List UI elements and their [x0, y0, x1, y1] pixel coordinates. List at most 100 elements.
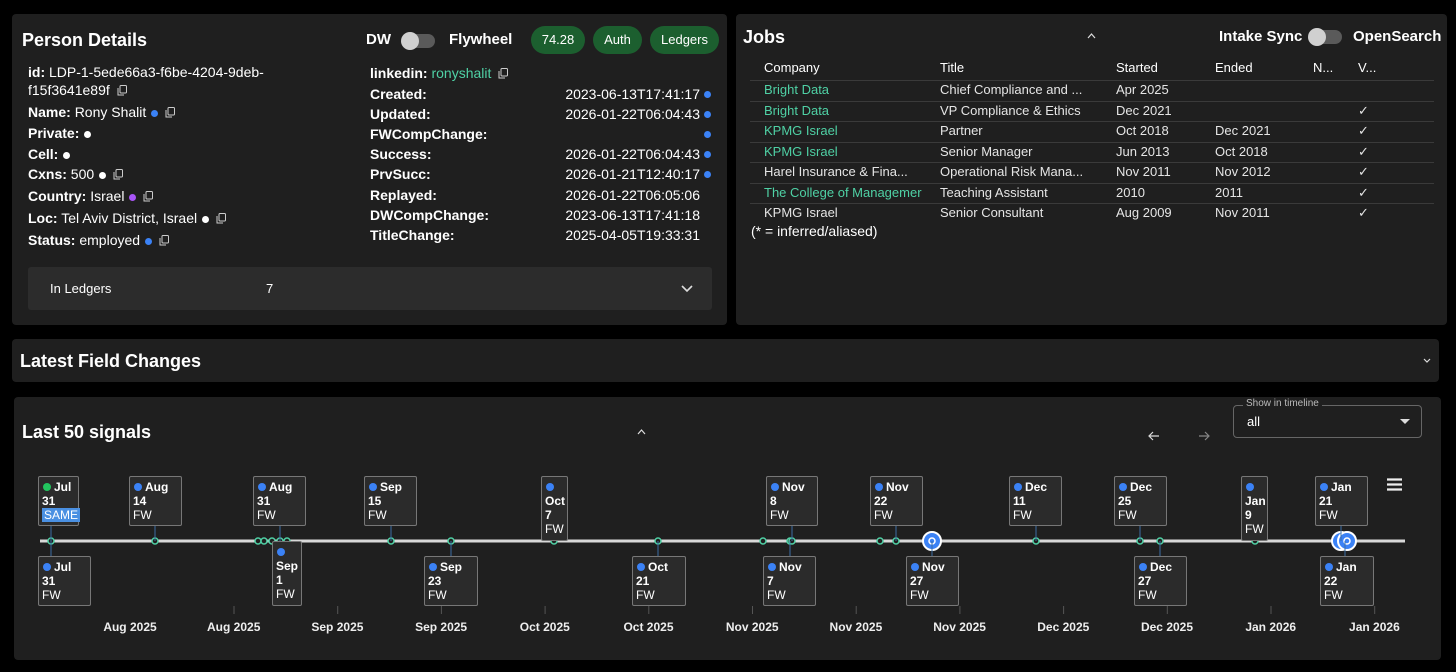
panel-title: Person Details [22, 30, 148, 50]
chevron-up[interactable] [1087, 33, 1096, 39]
card-dot [768, 563, 776, 571]
signal-card[interactable]: Oct 7 FW [541, 476, 568, 541]
badge[interactable]: Auth [593, 26, 642, 54]
signal-card[interactable]: Dec 27 FW [1134, 556, 1187, 606]
signal-card[interactable]: Jan 22 FW [1320, 556, 1374, 606]
column-header: Started [1116, 60, 1158, 75]
prev-arrow[interactable] [1148, 431, 1160, 441]
company-cell[interactable]: KPMG Israel [764, 143, 838, 159]
card-month: Dec [1025, 480, 1048, 494]
card-source: FW [42, 588, 61, 602]
copy-icon[interactable] [113, 166, 124, 184]
menu-icon[interactable] [1387, 478, 1402, 491]
card-dot [1325, 563, 1333, 571]
ledgers-accordion[interactable] [28, 267, 712, 310]
field-value: 2023-06-13T17:41:17 [565, 86, 700, 102]
field-label: Status: [28, 232, 76, 248]
signal-card[interactable]: Nov 22 FW [870, 476, 923, 526]
select-value: all [1247, 414, 1261, 429]
table-cell: Senior Consultant [940, 205, 1044, 220]
table-cell: ✓ [1358, 164, 1369, 179]
card-dot [258, 483, 266, 491]
signal-card[interactable]: Nov 27 FW [906, 556, 959, 606]
timeline-select[interactable] [1233, 405, 1422, 438]
copy-icon[interactable] [159, 232, 170, 250]
toggle[interactable] [401, 32, 435, 50]
column-header: Company [764, 60, 820, 75]
company-cell[interactable]: The College of Managemer [764, 184, 922, 200]
card-dot [1139, 563, 1147, 571]
card-day: 14 [133, 494, 147, 508]
status-dot [145, 237, 153, 245]
card-dot [637, 563, 645, 571]
company-cell[interactable]: Bright Data [764, 102, 830, 118]
card-day: 22 [874, 494, 888, 508]
card-day: 7 [767, 574, 774, 588]
card-source: SAME [42, 508, 81, 522]
toggle[interactable] [1308, 28, 1342, 46]
company-cell[interactable]: Bright Data [764, 82, 830, 97]
signal-card[interactable]: Jul 31 SAME [38, 476, 81, 526]
field-changes-panel[interactable] [12, 339, 1439, 382]
copy-icon[interactable] [216, 210, 227, 228]
card-head: Oct [636, 560, 685, 574]
copy-icon[interactable] [165, 104, 176, 122]
card-head: Jan [1319, 480, 1367, 494]
card-head: Nov [874, 480, 922, 494]
table-cell: ✓ [1358, 123, 1369, 138]
card-head: Dec [1138, 560, 1186, 574]
company-cell[interactable]: KPMG Israel [764, 205, 838, 220]
axis-label: Dec 2025 [1037, 620, 1089, 634]
card-source: FW [1319, 508, 1338, 522]
field-value: 2023-06-13T17:41:18 [565, 206, 700, 223]
signal-card[interactable]: Dec 25 FW [1114, 476, 1167, 526]
card-month: Dec [1130, 480, 1153, 494]
table-cell: Nov 2011 [1116, 164, 1171, 179]
card-month: Nov [782, 480, 805, 494]
card-source: FW [1245, 522, 1264, 536]
signal-card[interactable]: Sep 23 FW [424, 556, 478, 606]
card-day: 27 [910, 574, 924, 588]
copy-glyph [165, 107, 176, 118]
card-source: FW [1013, 508, 1032, 522]
card-day: 9 [1245, 508, 1252, 522]
copy-icon[interactable] [143, 188, 154, 206]
card-day: 7 [545, 508, 552, 522]
signal-card[interactable]: Jan 9 FW [1241, 476, 1268, 541]
signal-card[interactable]: Jul 31 FW [38, 556, 91, 606]
field-label: Country: [28, 188, 87, 204]
company-cell[interactable]: Harel Insurance & Fina... [764, 164, 908, 179]
copy-icon[interactable] [498, 66, 509, 82]
card-day: 31 [42, 574, 56, 588]
field-label: Loc: [28, 210, 58, 226]
badge[interactable]: Ledgers [650, 26, 719, 54]
signal-card[interactable]: Aug 14 FW [129, 476, 182, 526]
panel-title: Jobs [743, 27, 786, 47]
signal-card[interactable]: Aug 31 FW [253, 476, 306, 526]
chevron-down [681, 285, 693, 293]
card-head: Nov [767, 560, 815, 574]
signal-card[interactable]: Dec 11 FW [1009, 476, 1062, 526]
signal-card[interactable]: Oct 21 FW [632, 556, 686, 606]
chevron-up[interactable] [637, 429, 646, 435]
next-arrow[interactable] [1198, 431, 1210, 441]
table-cell: ✓ [1358, 102, 1369, 118]
card-dot [1246, 483, 1254, 491]
copy-icon[interactable] [117, 82, 127, 100]
company-cell[interactable]: KPMG Israel [764, 123, 838, 138]
panel-title: Latest Field Changes [20, 351, 202, 371]
linkedin-link[interactable]: ronyshalit [431, 65, 492, 81]
axis-label: Oct 2025 [623, 620, 673, 634]
field-value: 2026-01-21T12:40:17 [565, 166, 700, 183]
axis-label: Sep 2025 [311, 620, 363, 634]
signal-card[interactable]: Sep 1 FW [272, 541, 302, 606]
signal-card[interactable]: Nov 7 FW [763, 556, 816, 606]
badge[interactable]: 74.28 [531, 26, 585, 54]
table-cell: VP Compliance & Ethics [940, 102, 1081, 118]
signal-card[interactable]: Nov 8 FW [766, 476, 818, 526]
card-head: Dec [1118, 480, 1166, 494]
field-label: Private: [28, 125, 80, 141]
signal-card[interactable]: Jan 21 FW [1315, 476, 1368, 526]
signal-card[interactable]: Sep 15 FW [364, 476, 417, 526]
card-day: 23 [428, 574, 442, 588]
